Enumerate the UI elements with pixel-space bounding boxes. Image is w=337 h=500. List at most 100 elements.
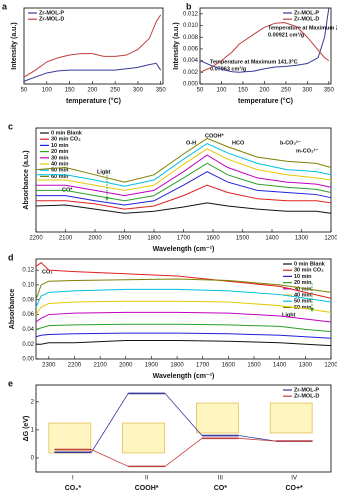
x-tick-label: 1600 bbox=[222, 363, 236, 369]
x-tick-label: 1200 bbox=[324, 363, 337, 369]
annotation: Temperature at Maximum 247.5 °C bbox=[268, 25, 337, 31]
connector bbox=[238, 435, 276, 442]
series-line bbox=[36, 171, 332, 206]
legend-label: Zr-MOL-P bbox=[294, 10, 319, 16]
legend-label: 40 min bbox=[294, 292, 312, 298]
x-tick-label: 200 bbox=[87, 88, 98, 94]
series-line bbox=[35, 300, 332, 315]
y-tick-label: 0.012 bbox=[183, 11, 199, 17]
x-tick-label: 1800 bbox=[170, 363, 184, 369]
x-species-label: CO* bbox=[214, 485, 228, 492]
annotation: COOH* bbox=[205, 133, 225, 139]
x-tick-label: 1700 bbox=[196, 363, 210, 369]
x-tick-label: 1300 bbox=[299, 363, 313, 369]
x-tick-label: 2200 bbox=[68, 363, 82, 369]
series-line bbox=[36, 184, 332, 210]
series-line bbox=[35, 262, 332, 299]
x-tick-label: III bbox=[218, 476, 223, 482]
series-line bbox=[36, 143, 332, 187]
legend-label: Zr-MOL-D bbox=[294, 394, 319, 400]
x-tick-label: 1400 bbox=[273, 363, 287, 369]
legend-label: Zr-MOL-D bbox=[294, 17, 319, 23]
x-tick-label: 250 bbox=[110, 88, 121, 94]
x-tick-label: 300 bbox=[302, 88, 313, 94]
x-tick-label: 1600 bbox=[206, 236, 220, 242]
legend-label: 30 min bbox=[51, 155, 69, 161]
plot-frame bbox=[35, 258, 332, 360]
y-tick-label: 0 bbox=[31, 456, 35, 462]
x-tick-label: 250 bbox=[281, 88, 292, 94]
series-line bbox=[35, 278, 332, 300]
legend-label: Zr-MOL-P bbox=[39, 10, 64, 16]
x-axis-title: Wavelength (cm⁻¹) bbox=[153, 373, 215, 380]
series-line bbox=[199, 7, 330, 73]
annotation: b-CO₃²⁻ bbox=[280, 139, 301, 146]
series-line bbox=[36, 154, 332, 197]
x-tick-label: 2100 bbox=[93, 363, 107, 369]
x-tick-label: 1500 bbox=[247, 363, 261, 369]
legend-label: 40 min bbox=[51, 161, 69, 167]
y-axis-title: Absorbance (a.u.) bbox=[23, 150, 30, 209]
x-axis-title: temperature (°C) bbox=[238, 97, 293, 105]
connector bbox=[164, 438, 203, 467]
x-species-label: COOH* bbox=[135, 485, 159, 492]
legend-label: 60 min bbox=[294, 305, 312, 311]
y-tick-label: 0.00 bbox=[22, 357, 34, 363]
x-species-label: CO₂* bbox=[65, 485, 82, 492]
series-line bbox=[35, 202, 332, 214]
legend-label: 0 min Blank bbox=[51, 130, 83, 136]
annotation: Light bbox=[282, 312, 296, 318]
series-line bbox=[199, 22, 330, 73]
legend-label: 60 min bbox=[51, 174, 69, 180]
series-line bbox=[23, 62, 162, 82]
y-tick-label: 0.12 bbox=[22, 268, 34, 274]
series-line bbox=[36, 162, 332, 202]
x-tick-label: 350 bbox=[156, 88, 167, 94]
y-tick-label: 0.02 bbox=[22, 342, 34, 348]
legend-label: 10 min bbox=[51, 143, 69, 149]
x-tick-label: I bbox=[72, 476, 74, 482]
x-tick-label: 1400 bbox=[265, 236, 279, 242]
legend-label: 20 min bbox=[51, 149, 69, 155]
x-tick-label: 1700 bbox=[177, 236, 191, 242]
x-tick-label: 350 bbox=[324, 88, 335, 94]
x-tick-label: 150 bbox=[65, 88, 76, 94]
legend-label: 30 min bbox=[294, 286, 312, 292]
y-axis-title: Intensity (a.u.) bbox=[11, 22, 18, 69]
x-tick-label: 2200 bbox=[29, 236, 43, 242]
y-axis-title: ΔG (eV) bbox=[23, 416, 30, 442]
y-axis-title: Absorbance bbox=[9, 289, 16, 330]
x-tick-label: 50 bbox=[197, 88, 204, 94]
series-line bbox=[23, 14, 162, 78]
legend-label: 30 min CO₂ bbox=[51, 137, 81, 143]
annotation: Light bbox=[97, 169, 111, 175]
legend-label: 30 min CO₂ bbox=[294, 268, 324, 274]
x-tick-label: 100 bbox=[42, 88, 53, 94]
x-tick-label: 1900 bbox=[145, 363, 159, 369]
x-tick-label: 1800 bbox=[147, 236, 161, 242]
annotation: m-CO₃²⁻ bbox=[296, 147, 318, 154]
x-tick-label: 1300 bbox=[295, 236, 309, 242]
x-tick-label: 150 bbox=[238, 88, 249, 94]
panel-label: b bbox=[186, 1, 192, 11]
x-tick-label: 50 bbox=[21, 88, 28, 94]
connector bbox=[164, 393, 203, 436]
series-line bbox=[35, 137, 332, 183]
plot-frame bbox=[23, 7, 164, 85]
y-tick-label: 0.04 bbox=[22, 327, 34, 333]
x-species-label: CO+* bbox=[285, 485, 303, 492]
y-tick-label: 2 bbox=[31, 399, 35, 405]
y-tick-label: 1 bbox=[31, 427, 35, 433]
x-axis-title: Wavelength (cm⁻¹) bbox=[153, 246, 215, 253]
connector bbox=[238, 437, 276, 442]
y-tick-label: 0.008 bbox=[183, 35, 199, 41]
annotation: O-H bbox=[186, 140, 196, 146]
x-tick-label: 2300 bbox=[42, 363, 56, 369]
plot-frame bbox=[35, 384, 332, 473]
connector bbox=[90, 393, 129, 453]
legend-label: 50 min bbox=[51, 168, 69, 174]
structure-box bbox=[269, 402, 313, 434]
structure-box bbox=[122, 422, 165, 454]
